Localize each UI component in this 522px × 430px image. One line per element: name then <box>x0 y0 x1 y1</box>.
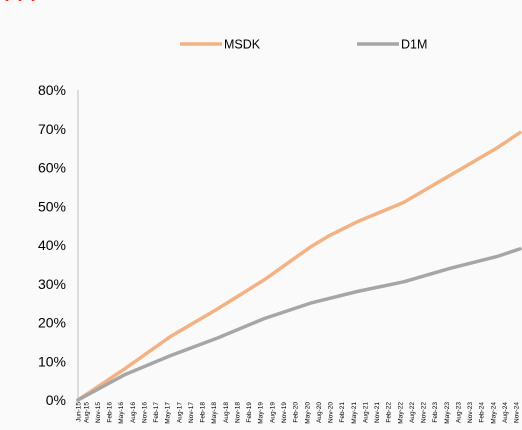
x-tick-label: Feb-24 <box>479 402 486 423</box>
x-tick-label: Nov-16 <box>141 402 148 423</box>
series-line-d1m <box>76 247 522 402</box>
x-tick-label: Feb-23 <box>432 402 439 423</box>
clipped-title-text: · · · <box>4 0 37 10</box>
y-tick-label: 40% <box>38 237 66 253</box>
x-tick-label: Nov-17 <box>188 402 195 423</box>
x-tick-label: Nov-22 <box>421 402 428 423</box>
legend-label-d1m: D1M <box>401 38 427 52</box>
x-tick-label: Jun-15 <box>76 402 83 422</box>
y-tick-label: 30% <box>38 276 66 292</box>
x-tick-label: May-24 <box>490 402 497 424</box>
x-tick-label: May-21 <box>351 402 358 424</box>
x-tick-label: Aug-15 <box>83 402 90 423</box>
x-tick-label: Nov-15 <box>95 402 102 423</box>
x-tick-label: Aug-24 <box>502 402 509 423</box>
clipped-title-fragment: · · · <box>0 0 522 10</box>
x-tick-label: Aug-18 <box>223 402 230 423</box>
x-tick-label: Nov-23 <box>467 402 474 423</box>
x-tick-label: Aug-16 <box>130 402 137 423</box>
x-tick-label: May-17 <box>165 402 172 424</box>
series-line-msdk <box>76 130 522 402</box>
x-tick-label: Nov-21 <box>374 402 381 423</box>
x-tick-label: Nov-18 <box>234 402 241 423</box>
x-tick-label: Aug-17 <box>176 402 183 423</box>
legend-label-msdk: MSDK <box>224 38 261 52</box>
x-tick-label: May-16 <box>118 402 125 424</box>
y-tick-label: 70% <box>38 121 66 137</box>
y-tick-label: 10% <box>38 353 66 369</box>
y-tick-label: 50% <box>38 198 66 214</box>
axes: 0% 10% 20% 30% 40% 50% 60% 70% 80% Jun-15 Aug-15 No… <box>38 82 521 424</box>
x-tick-label: Nov-20 <box>328 402 335 423</box>
x-tick-label: May-18 <box>211 402 218 424</box>
x-tick-label: Aug-19 <box>269 402 276 423</box>
x-tick-label: Feb-21 <box>339 402 346 423</box>
y-tick-label: 20% <box>38 315 66 331</box>
x-tick-label: Feb-16 <box>107 402 114 423</box>
x-tick-label: May-19 <box>258 402 265 424</box>
x-tick-label: Feb-19 <box>246 402 253 423</box>
x-tick-label: Feb-18 <box>200 402 207 423</box>
y-tick-label: 60% <box>38 160 66 176</box>
y-tick-label: 0% <box>46 392 66 408</box>
x-tick-label: Aug-23 <box>455 402 462 423</box>
x-tick-label: Feb-20 <box>293 402 300 423</box>
y-tick-label: 80% <box>38 82 66 98</box>
x-tick-label: Nov-19 <box>281 402 288 423</box>
x-tick-label: Nov-24 <box>514 402 521 423</box>
x-tick-label: May-20 <box>304 402 311 424</box>
x-tick-label: Aug-21 <box>362 402 369 423</box>
x-tick-label: Feb-22 <box>386 402 393 423</box>
x-tick-label: May-23 <box>444 402 451 424</box>
series-lines <box>76 130 522 402</box>
x-tick-label: Aug-20 <box>316 402 323 423</box>
x-tick-label: Aug-22 <box>409 402 416 423</box>
legend: MSDK D1M <box>180 38 427 52</box>
x-tick-label: Feb-17 <box>153 402 160 423</box>
x-tick-label: May-22 <box>397 402 404 424</box>
